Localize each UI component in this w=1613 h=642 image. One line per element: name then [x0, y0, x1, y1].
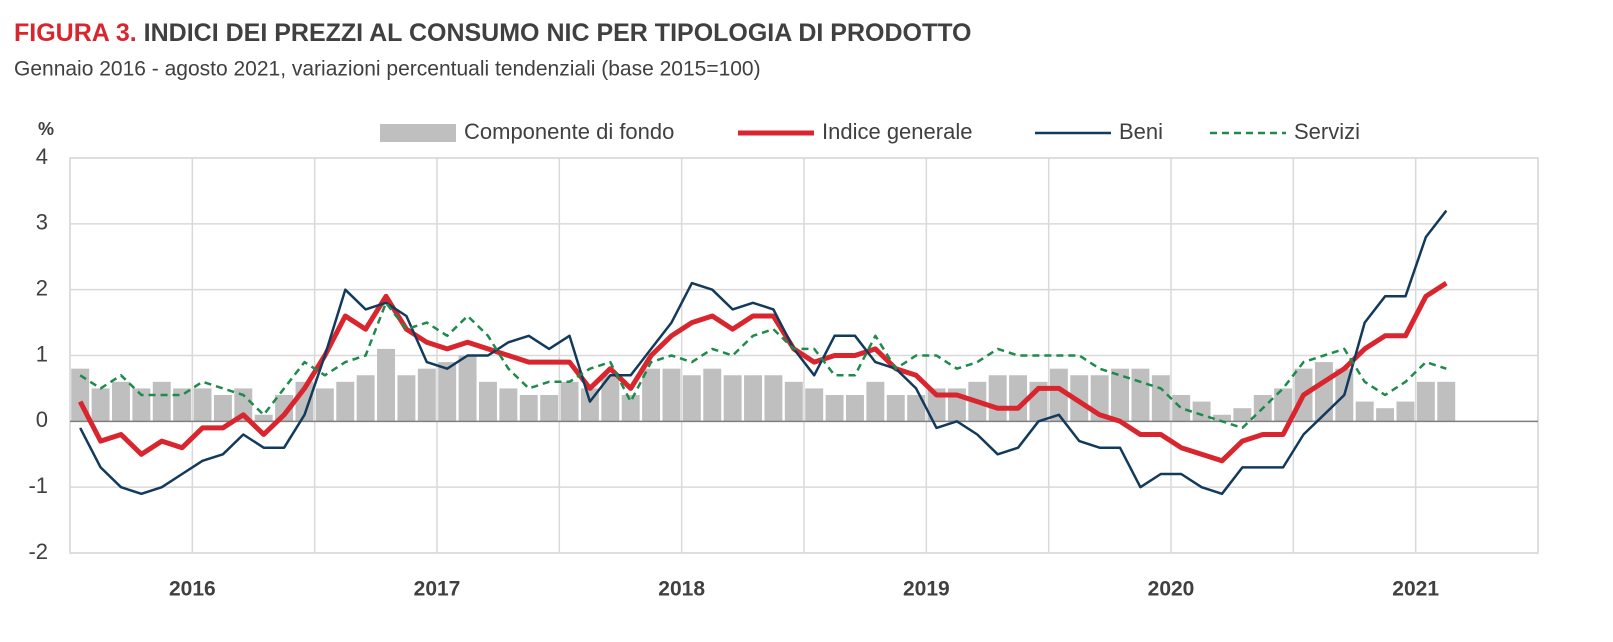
y-tick-label: 0 — [36, 407, 48, 432]
bar — [1172, 395, 1191, 422]
bar — [988, 375, 1007, 422]
bar — [479, 381, 497, 422]
bar — [560, 381, 579, 422]
bar — [499, 388, 518, 422]
series-line — [77, 281, 1448, 464]
bar — [336, 381, 355, 422]
bar — [1151, 375, 1170, 422]
chart-title: FIGURA 3. INDICI DEI PREZZI AL CONSUMO N… — [14, 19, 971, 47]
bar — [234, 388, 253, 422]
bar — [846, 395, 864, 422]
bar — [213, 395, 232, 422]
bar — [1274, 388, 1293, 422]
bar — [1355, 401, 1374, 422]
y-tick-label: 3 — [36, 210, 48, 235]
bar — [907, 395, 926, 422]
bar — [1009, 375, 1028, 422]
bar — [315, 388, 334, 422]
y-tick-label: 4 — [36, 144, 48, 169]
legend-label: Beni — [1119, 119, 1163, 144]
bar — [519, 395, 538, 422]
bar — [1416, 381, 1435, 422]
bar — [621, 395, 640, 422]
legend-swatch — [380, 124, 456, 142]
bar — [458, 355, 477, 422]
bar — [254, 414, 273, 422]
bar — [417, 368, 436, 422]
bar — [132, 388, 151, 422]
bar — [397, 375, 416, 422]
bar — [377, 348, 395, 422]
bar — [1314, 362, 1333, 422]
bar — [1049, 368, 1068, 422]
year-label: 2018 — [658, 578, 705, 601]
year-label: 2020 — [1148, 578, 1195, 601]
bar — [275, 395, 294, 422]
bar — [703, 368, 722, 422]
bar — [723, 375, 742, 422]
bar — [438, 362, 457, 422]
bar — [682, 375, 701, 422]
bar — [744, 375, 762, 422]
bar — [825, 395, 844, 422]
year-label: 2021 — [1392, 578, 1439, 601]
year-label: 2016 — [169, 578, 216, 601]
bar — [764, 375, 783, 422]
bar — [1437, 381, 1456, 422]
bar — [193, 388, 212, 422]
bar — [91, 388, 110, 422]
bar — [152, 381, 171, 422]
bar — [1192, 401, 1211, 422]
y-tick-label: 1 — [36, 341, 48, 366]
legend-label: Servizi — [1294, 119, 1360, 144]
year-label: 2017 — [414, 578, 461, 601]
bar — [1070, 375, 1089, 422]
y-tick-label: 2 — [36, 275, 48, 300]
bar — [1111, 368, 1129, 422]
bar — [1233, 408, 1252, 422]
bar — [866, 381, 885, 422]
y-unit: % — [38, 119, 54, 139]
bar — [1131, 368, 1150, 422]
legend-label: Componente di fondo — [464, 119, 674, 144]
y-tick-label: -1 — [28, 473, 48, 498]
title-text: INDICI DEI PREZZI AL CONSUMO NIC PER TIP… — [144, 19, 972, 47]
bar — [1213, 414, 1231, 422]
bar — [112, 381, 130, 422]
bar — [173, 388, 192, 422]
bar — [356, 375, 375, 422]
bar — [540, 395, 559, 422]
plot-frame — [69, 157, 1539, 554]
bar — [1396, 401, 1415, 422]
chart-subtitle: Gennaio 2016 - agosto 2021, variazioni p… — [14, 58, 761, 81]
bar — [1376, 408, 1395, 422]
bar — [662, 368, 681, 422]
bar — [601, 375, 620, 422]
bar — [784, 381, 803, 422]
title-label: FIGURA 3. — [14, 19, 137, 47]
y-tick-label: -2 — [28, 539, 48, 564]
bar — [886, 395, 905, 422]
series-line — [79, 301, 1447, 430]
legend-label: Indice generale — [822, 119, 972, 144]
bar — [805, 388, 824, 422]
bar — [642, 368, 661, 422]
year-label: 2019 — [903, 578, 950, 601]
series-line — [79, 209, 1448, 496]
